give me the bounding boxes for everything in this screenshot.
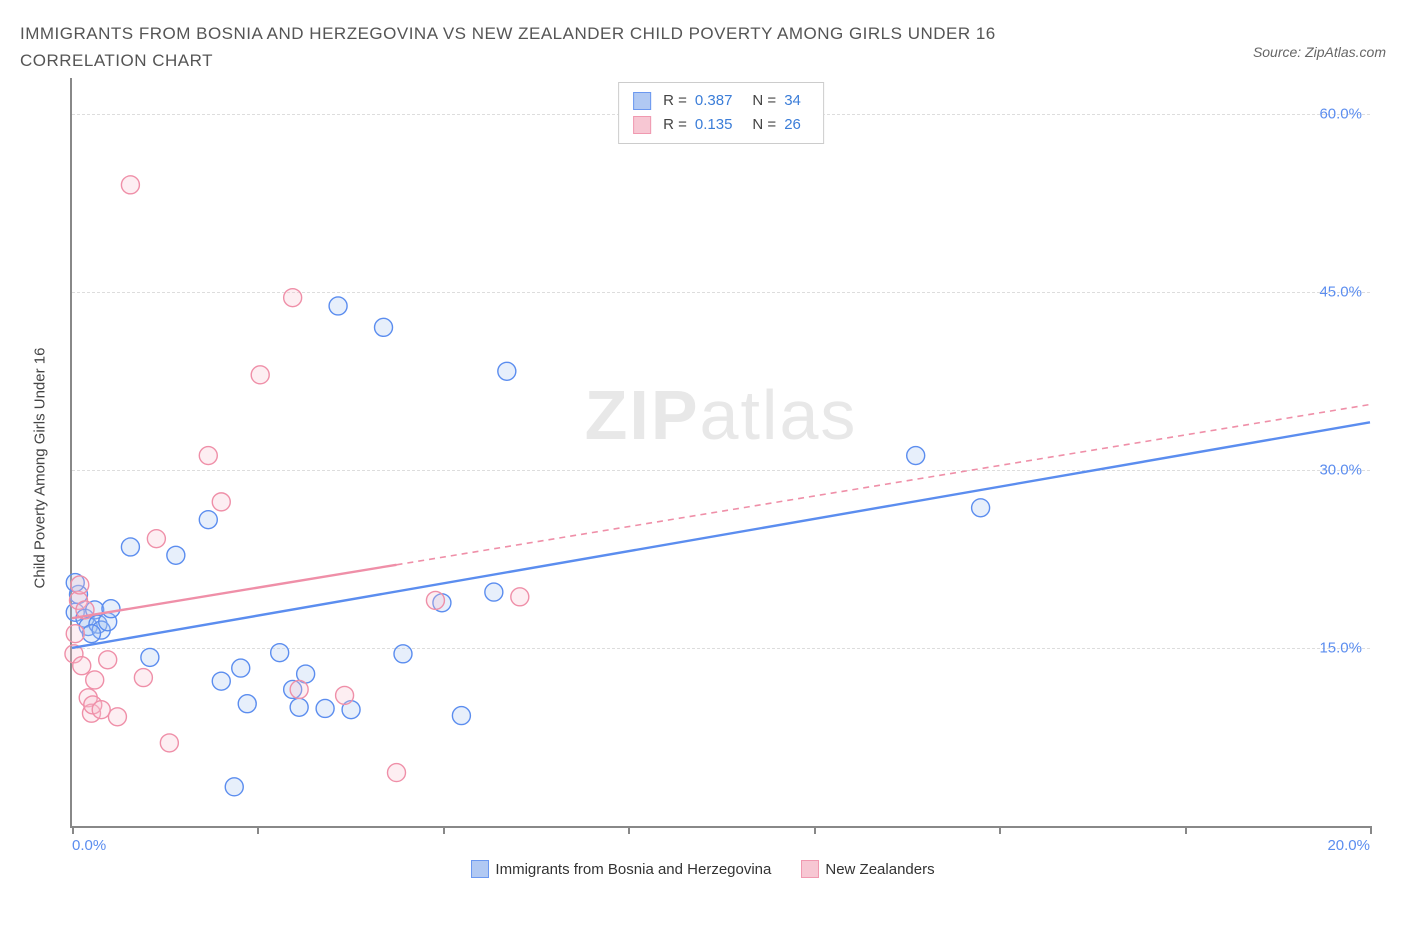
bosnia-point <box>225 778 243 796</box>
x-tick-mark <box>628 826 630 834</box>
plot-area: ZIPatlas 15.0%30.0%45.0%60.0% R =0.387N … <box>70 78 1370 828</box>
nz-point <box>290 681 308 699</box>
chart-title: IMMIGRANTS FROM BOSNIA AND HERZEGOVINA V… <box>20 20 1120 74</box>
legend-label: Immigrants from Bosnia and Herzegovina <box>495 861 771 878</box>
nz-point <box>134 669 152 687</box>
legend-label: New Zealanders <box>825 861 934 878</box>
bosnia-point <box>141 649 159 667</box>
bosnia-point <box>82 625 100 643</box>
bosnia-point <box>271 644 289 662</box>
legend-bottom: Immigrants from Bosnia and Herzegovina Ne… <box>20 860 1386 878</box>
bosnia-point <box>212 673 230 691</box>
bosnia-regression-line <box>72 423 1370 649</box>
plot-wrap: Child Poverty Among Girls Under 16 ZIPat… <box>60 78 1370 858</box>
y-axis-label: Child Poverty Among Girls Under 16 <box>32 348 49 589</box>
x-tick-mark <box>443 826 445 834</box>
n-label: N = <box>752 113 776 137</box>
nz-point <box>160 734 178 752</box>
x-tick-mark <box>814 826 816 834</box>
nz-swatch-icon <box>801 860 819 878</box>
nz-point <box>121 176 139 194</box>
nz-point <box>108 708 126 726</box>
bosnia-point <box>290 699 308 717</box>
chart-svg <box>72 78 1370 826</box>
bosnia-point <box>394 645 412 663</box>
bosnia-point <box>232 659 250 677</box>
legend-stats-row-bosnia: R = 0.387 N = 34 <box>633 89 809 113</box>
x-tick-mark <box>999 826 1001 834</box>
nz-point <box>73 657 91 675</box>
x-tick-label: 0.0% <box>72 837 106 854</box>
nz-regression-line-solid <box>72 565 397 618</box>
legend-item-bosnia: Immigrants from Bosnia and Herzegovina <box>471 860 771 878</box>
nz-point <box>511 588 529 606</box>
bosnia-point <box>375 319 393 337</box>
x-tick-label: 20.0% <box>1327 837 1370 854</box>
bosnia-point <box>972 499 990 517</box>
r-label: R = <box>663 113 687 137</box>
bosnia-r-value: 0.387 <box>695 89 733 113</box>
bosnia-point <box>907 447 925 465</box>
r-label: R = <box>663 89 687 113</box>
bosnia-point <box>498 363 516 381</box>
nz-point <box>92 701 110 719</box>
bosnia-n-value: 34 <box>784 89 801 113</box>
legend-stats-box: R = 0.387 N = 34 R = 0.135 N = 26 <box>618 82 824 144</box>
nz-point <box>86 671 104 689</box>
bosnia-point <box>238 695 256 713</box>
title-row: IMMIGRANTS FROM BOSNIA AND HERZEGOVINA V… <box>20 20 1386 74</box>
chart-container: IMMIGRANTS FROM BOSNIA AND HERZEGOVINA V… <box>20 20 1386 910</box>
bosnia-point <box>316 700 334 718</box>
bosnia-point <box>102 600 120 618</box>
nz-swatch-icon <box>633 116 651 134</box>
nz-point <box>336 687 354 705</box>
x-tick-mark <box>72 826 74 834</box>
nz-point <box>284 289 302 307</box>
bosnia-point <box>121 538 139 556</box>
nz-regression-line-dashed <box>397 405 1371 565</box>
x-tick-mark <box>1370 826 1372 834</box>
nz-point <box>251 366 269 384</box>
nz-point <box>71 576 89 594</box>
nz-point <box>99 651 117 669</box>
bosnia-point <box>329 297 347 315</box>
source-attribution: Source: ZipAtlas.com <box>1253 20 1386 60</box>
nz-point <box>147 530 165 548</box>
bosnia-point <box>485 583 503 601</box>
x-tick-mark <box>257 826 259 834</box>
bosnia-point <box>452 707 470 725</box>
bosnia-point <box>167 547 185 565</box>
x-tick-mark <box>1185 826 1187 834</box>
nz-n-value: 26 <box>784 113 801 137</box>
nz-point <box>199 447 217 465</box>
bosnia-swatch-icon <box>471 860 489 878</box>
nz-point <box>426 592 444 610</box>
bosnia-swatch-icon <box>633 92 651 110</box>
bosnia-point <box>199 511 217 529</box>
nz-r-value: 0.135 <box>695 113 733 137</box>
nz-point <box>388 764 406 782</box>
nz-point <box>66 625 84 643</box>
nz-point <box>212 493 230 511</box>
legend-item-nz: New Zealanders <box>801 860 934 878</box>
n-label: N = <box>752 89 776 113</box>
legend-stats-row-nz: R = 0.135 N = 26 <box>633 113 809 137</box>
